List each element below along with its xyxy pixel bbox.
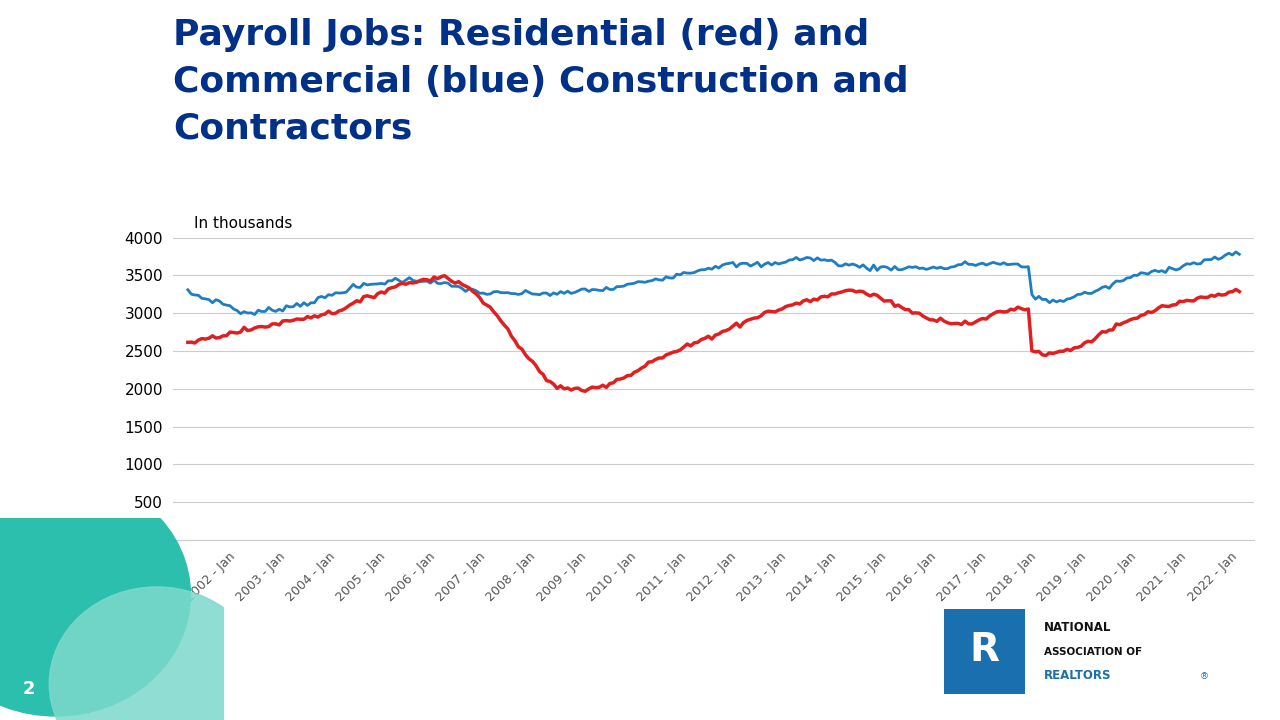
Text: Commercial (blue) Construction and: Commercial (blue) Construction and bbox=[173, 65, 909, 99]
Text: In thousands: In thousands bbox=[195, 217, 293, 231]
Text: NATIONAL: NATIONAL bbox=[1044, 621, 1111, 634]
Text: 2: 2 bbox=[23, 680, 36, 698]
Text: Payroll Jobs: Residential (red) and: Payroll Jobs: Residential (red) and bbox=[173, 18, 869, 52]
Circle shape bbox=[49, 587, 265, 720]
Circle shape bbox=[0, 474, 191, 716]
FancyBboxPatch shape bbox=[943, 609, 1025, 694]
Text: ASSOCIATION OF: ASSOCIATION OF bbox=[1044, 647, 1143, 657]
Text: ®: ® bbox=[1199, 672, 1208, 681]
Text: REALTORS: REALTORS bbox=[1044, 670, 1112, 683]
Text: R: R bbox=[970, 631, 1000, 669]
Text: Contractors: Contractors bbox=[173, 112, 412, 145]
